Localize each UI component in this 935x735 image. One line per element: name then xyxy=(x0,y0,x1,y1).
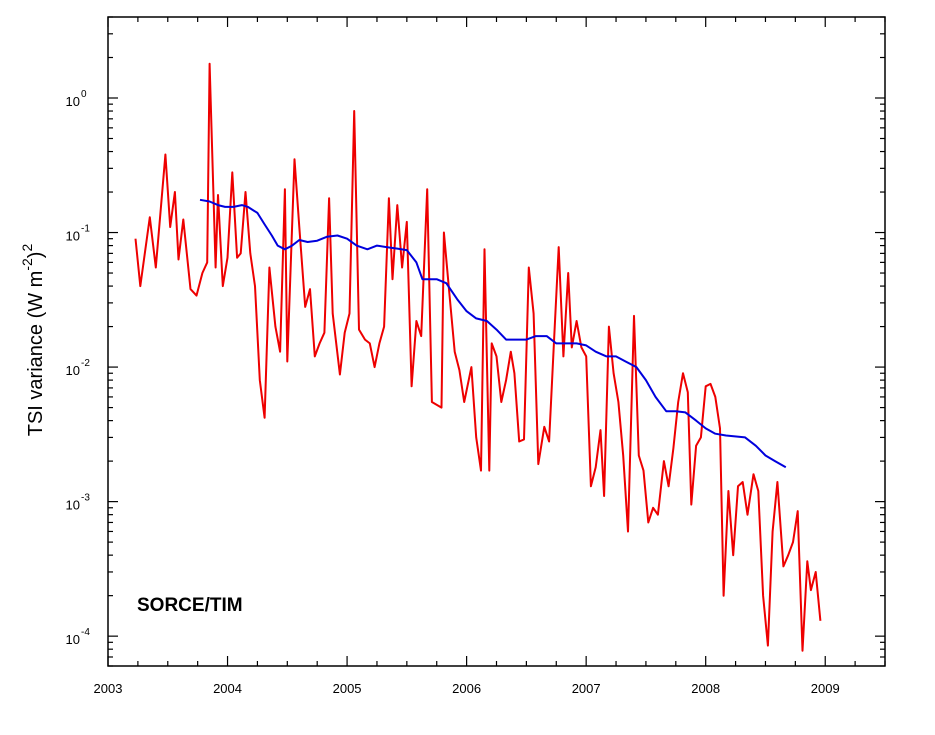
ylabel-exp1: -2 xyxy=(19,258,35,271)
x-tick-label: 2005 xyxy=(333,681,362,696)
y-tick-exponent: 0 xyxy=(81,89,87,100)
x-tick-label: 2006 xyxy=(452,681,481,696)
x-tick-label: 2003 xyxy=(94,681,123,696)
y-tick-exponent: -2 xyxy=(81,358,90,369)
y-tick-label: 10 xyxy=(66,498,80,513)
y-tick-exponent: -1 xyxy=(81,224,90,235)
y-tick-label: 10 xyxy=(66,229,80,244)
series-line-1 xyxy=(134,62,822,652)
ylabel-main: TSI variance (W m xyxy=(25,271,47,437)
x-tick-label: 2008 xyxy=(691,681,720,696)
annotation-label: SORCE/TIM xyxy=(137,595,243,616)
y-tick-exponent: -4 xyxy=(81,627,90,638)
y-axis-label: TSI variance (W m-2)2 xyxy=(19,244,47,437)
x-axis-ticks: 2003 2004 2005 2006 2007 2008 2009 xyxy=(94,17,886,696)
ylabel-exp2: 2 xyxy=(19,244,35,252)
y-tick-label: 10 xyxy=(66,94,80,109)
y-tick-label: 10 xyxy=(66,632,80,647)
x-tick-label: 2004 xyxy=(213,681,242,696)
plot-frame xyxy=(107,16,886,667)
series-line-2 xyxy=(199,198,787,469)
series-layer xyxy=(134,62,822,652)
y-tick-exponent: -3 xyxy=(81,493,90,504)
x-tick-label: 2007 xyxy=(572,681,601,696)
y-tick-label: 10 xyxy=(66,363,80,378)
ylabel-close: ) xyxy=(25,252,47,259)
x-tick-label: 2009 xyxy=(811,681,840,696)
svg-text:TSI variance (W m-2)2: TSI variance (W m-2)2 xyxy=(19,244,47,437)
